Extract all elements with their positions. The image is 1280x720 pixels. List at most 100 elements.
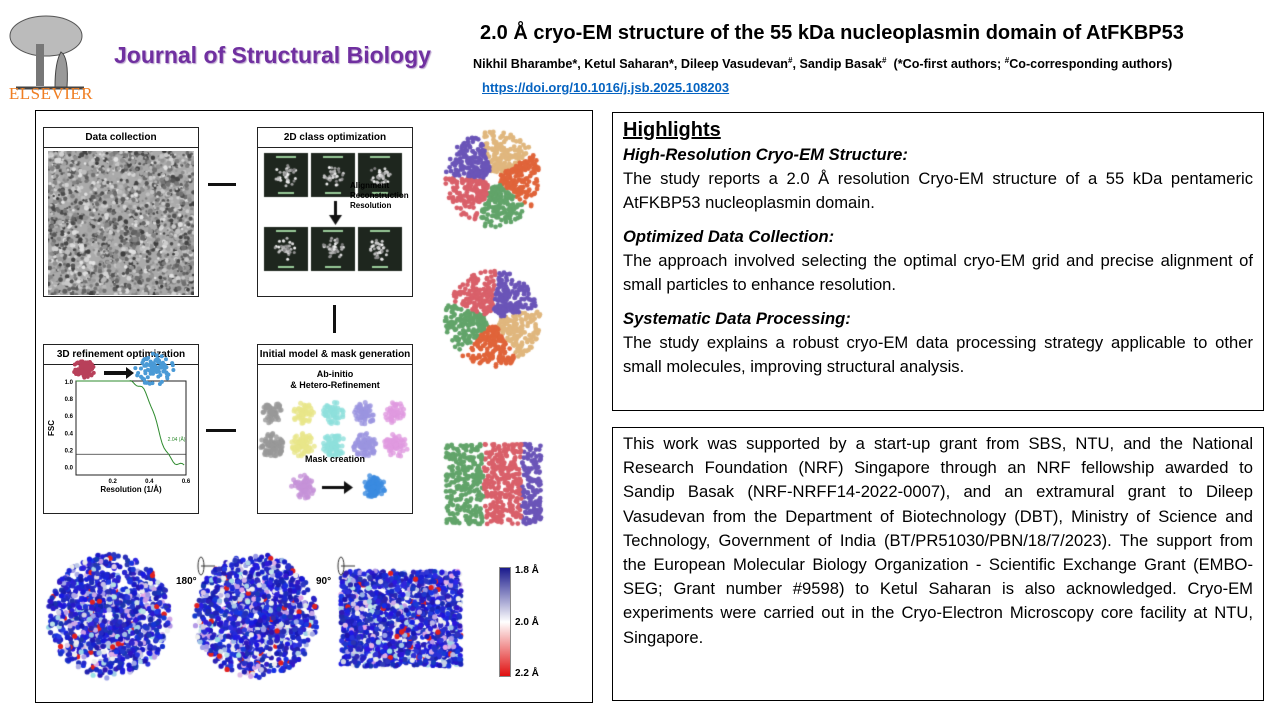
step-2d-class: 2D class optimization Alignment Reconstr… — [257, 127, 413, 297]
map-blob — [145, 375, 150, 380]
elsevier-tree-logo — [6, 14, 92, 92]
label-hetero: & Hetero-Refinement — [290, 380, 380, 390]
fsc-annotation: 2.04 (Å) — [168, 436, 186, 443]
journal-name: Journal of Structural Biology — [114, 42, 431, 68]
map-blob — [81, 373, 86, 378]
label-abinitio: Ab-initio — [316, 369, 354, 379]
map-blob — [91, 370, 96, 375]
graphical-abstract-figure: Data collection 2D class optimization Al… — [35, 110, 593, 703]
arrow-left — [206, 429, 236, 432]
author-mark: * — [668, 57, 674, 72]
map-blob — [150, 351, 155, 356]
fsc-plot: 1.0 0.8 0.6 0.4 0.2 0.0 0.2 0.4 0.6 Resolution (1… — [47, 351, 191, 494]
map-blob — [154, 370, 159, 375]
fsc-ytick: 1.0 — [65, 380, 74, 386]
fsc-xtick: 0.6 — [182, 479, 191, 485]
map-blob — [154, 353, 159, 358]
2d-class-averages — [260, 149, 410, 295]
arrow-icon — [104, 367, 134, 379]
highlight-title: High-Resolution Cryo-EM Structure: — [623, 145, 908, 164]
author-note-mark: # — [1004, 56, 1010, 65]
highlight-text: The study explains a robust cryo-EM data… — [623, 333, 1253, 376]
step-data-collection: Data collection — [43, 127, 199, 297]
author: Ketul Saharan — [584, 57, 669, 72]
map-blob — [133, 366, 138, 371]
highlight-title-text: Systematic Data Processing — [623, 309, 846, 328]
map-blob — [161, 369, 166, 374]
colorbar-label-high: 1.8 Å — [515, 565, 539, 576]
map-blob — [143, 371, 148, 376]
map-blob — [81, 360, 86, 365]
map-blob — [88, 360, 93, 365]
label-reconstruction: Reconstruction — [350, 191, 409, 200]
fsc-ylabel: FSC — [47, 420, 56, 436]
author: Dileep Vasudevan — [680, 57, 788, 72]
map-blob — [164, 370, 169, 375]
map-blob — [157, 365, 162, 370]
step-title: Data collection — [44, 128, 198, 148]
local-resolution-maps — [41, 536, 501, 696]
author-note: (*Co-first authors; — [893, 57, 1005, 72]
funding-acknowledgement: This work was supported by a start-up gr… — [612, 427, 1264, 701]
map-blob — [142, 377, 147, 382]
author-mark: # — [788, 56, 793, 65]
step-title: 3D refinement optimization — [44, 345, 198, 365]
map-blob — [149, 368, 154, 373]
map-blob — [159, 354, 164, 359]
fsc-axes — [75, 380, 187, 476]
step-title: Initial model & mask generation — [258, 345, 412, 365]
map-blob — [139, 374, 144, 379]
highlights-heading: Highlights — [623, 119, 721, 141]
map-blob — [170, 361, 175, 366]
author-note: Co-corresponding authors) — [1009, 57, 1173, 72]
mask-label: Mask creation — [304, 454, 366, 464]
fsc-xtick: 0.4 — [145, 479, 154, 485]
fsc-xlabel: Resolution (1/Å) — [100, 485, 162, 494]
map-blob — [163, 357, 168, 362]
highlight-text: The study reports a 2.0 Å resolution Cry… — [623, 169, 1253, 212]
highlight-title-text: Optimized Data Collection — [623, 227, 829, 246]
author-mark: * — [572, 57, 578, 72]
fsc-ytick: 0.0 — [65, 465, 74, 471]
map-blob — [84, 367, 89, 372]
highlight-title: Optimized Data Collection: — [623, 227, 835, 246]
map-blob — [165, 376, 170, 381]
highlights-panel: Highlights High-Resolution Cryo-EM Struc… — [612, 112, 1264, 411]
map-blob — [154, 357, 159, 362]
colorbar-label-mid: 2.0 Å — [515, 617, 539, 628]
map-blob — [90, 364, 95, 369]
doi-link[interactable]: https://doi.org/10.1016/j.jsb.2025.10820… — [482, 80, 730, 95]
map-blob — [164, 365, 169, 370]
author-list: Nikhil Bharambe*, Ketul Saharan*, Dileep… — [473, 56, 1173, 72]
label-resolution: Resolution — [350, 201, 392, 210]
process-labels: Alignment Reconstruction Resolution — [350, 181, 409, 211]
paper-title: 2.0 Å cryo-EM structure of the 55 kDa nu… — [480, 22, 1184, 44]
arrow-down — [333, 305, 336, 333]
highlight-text: The approach involved selecting the opti… — [623, 251, 1253, 294]
author: Sandip Basak — [799, 57, 883, 72]
highlight-title-text: High-Resolution Cryo-EM Structure — [623, 145, 903, 164]
map-blob — [75, 360, 80, 365]
author: Nikhil Bharambe — [473, 57, 573, 72]
map-blob — [152, 362, 157, 367]
fsc-ytick: 0.6 — [65, 414, 74, 420]
map-blob — [171, 368, 176, 373]
step-initial-model: Initial model & mask generation Ab-initi… — [257, 344, 413, 514]
fsc-xtick: 0.2 — [108, 479, 117, 485]
map-blob — [142, 380, 147, 385]
map-blob — [151, 371, 156, 376]
author-mark: # — [882, 56, 887, 65]
fsc-ytick: 0.4 — [65, 431, 74, 437]
publisher-name: ELSEVIER — [8, 84, 94, 103]
map-blob — [142, 363, 147, 368]
fsc-curve — [76, 380, 185, 466]
colorbar-label-low: 2.2 Å — [515, 668, 539, 679]
fsc-ytick: 0.8 — [65, 397, 74, 403]
step-title: 2D class optimization — [258, 128, 412, 148]
map-blob — [158, 372, 163, 377]
map-blob — [153, 366, 158, 371]
initial-models — [258, 367, 412, 513]
map-blob — [85, 374, 90, 379]
pentamer-structure-views — [431, 119, 561, 559]
map-blob — [160, 360, 165, 365]
